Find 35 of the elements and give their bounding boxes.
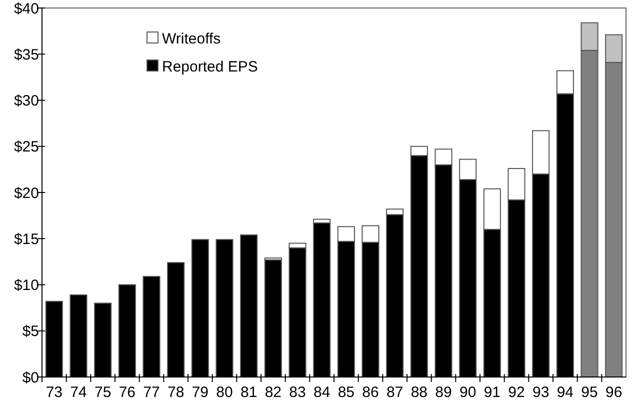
x-tick-label: 95 bbox=[581, 384, 598, 401]
y-tick-label: $30 bbox=[14, 92, 39, 110]
x-tick-label: 77 bbox=[143, 384, 160, 401]
y-tick-label: $40 bbox=[14, 0, 39, 18]
x-tick-label: 96 bbox=[605, 384, 622, 401]
x-tick-label: 83 bbox=[289, 384, 306, 401]
x-tick-label: 81 bbox=[240, 384, 258, 401]
y-tick-label: $15 bbox=[14, 230, 39, 248]
x-tick-label: 91 bbox=[484, 384, 501, 401]
x-tick-label: 79 bbox=[192, 384, 209, 401]
y-tick-label: $10 bbox=[14, 277, 39, 294]
y-tick-label: $20 bbox=[14, 184, 39, 202]
y-tick-label: $25 bbox=[14, 138, 39, 156]
x-tick-label: 76 bbox=[118, 384, 136, 401]
x-tick-label: 73 bbox=[46, 384, 63, 401]
y-tick-label: $5 bbox=[22, 323, 39, 340]
x-tick-label: 90 bbox=[459, 384, 476, 401]
x-tick-label: 75 bbox=[94, 384, 112, 401]
x-tick-label: 92 bbox=[508, 384, 525, 401]
legend-label: Reported EPS bbox=[162, 58, 258, 76]
y-tick-label: $35 bbox=[14, 46, 39, 64]
x-tick-label: 78 bbox=[167, 384, 184, 401]
x-tick-label: 89 bbox=[435, 384, 452, 401]
x-tick-label: 74 bbox=[70, 384, 87, 401]
x-tick-label: 84 bbox=[313, 384, 330, 401]
x-tick-label: 87 bbox=[386, 384, 404, 401]
legend-label: Writeoffs bbox=[162, 30, 221, 48]
x-tick-label: 80 bbox=[216, 384, 233, 401]
x-tick-label: 94 bbox=[556, 384, 574, 401]
y-tick-label: $0 bbox=[22, 369, 39, 386]
x-tick-label: 86 bbox=[362, 384, 379, 401]
x-tick-label: 93 bbox=[532, 384, 550, 401]
x-tick-label: 82 bbox=[264, 384, 282, 401]
x-tick-label: 85 bbox=[338, 384, 355, 401]
x-tick-label: 88 bbox=[410, 384, 428, 401]
